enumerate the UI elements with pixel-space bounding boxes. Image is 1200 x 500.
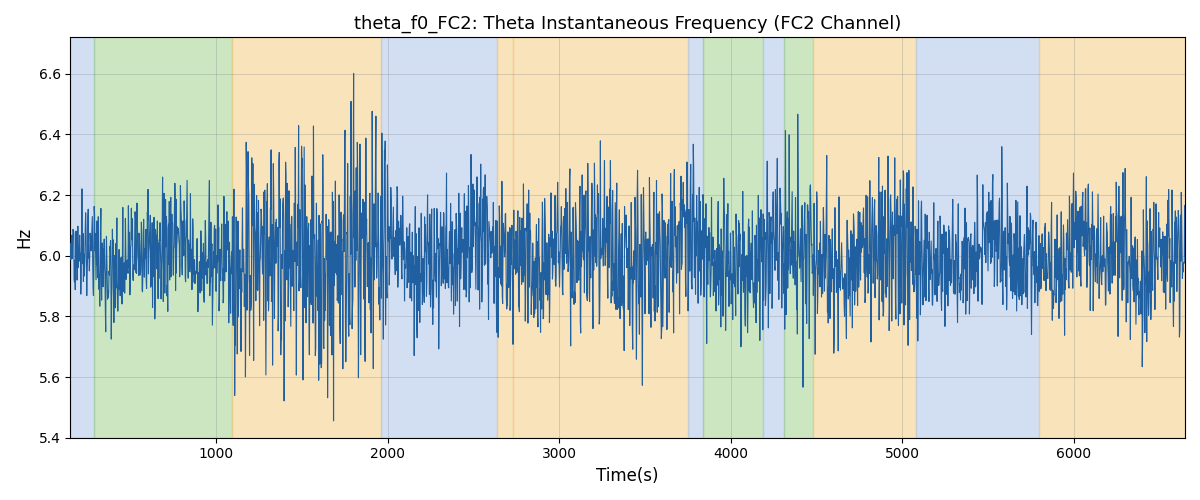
X-axis label: Time(s): Time(s) <box>596 467 659 485</box>
Bar <box>497 38 512 438</box>
Bar <box>812 38 916 438</box>
Bar <box>95 38 232 438</box>
Bar <box>763 38 784 438</box>
Bar <box>784 38 812 438</box>
Bar <box>688 38 703 438</box>
Title: theta_f0_FC2: Theta Instantaneous Frequency (FC2 Channel): theta_f0_FC2: Theta Instantaneous Freque… <box>354 15 901 34</box>
Y-axis label: Hz: Hz <box>14 227 32 248</box>
Bar <box>380 38 497 438</box>
Bar <box>512 38 688 438</box>
Bar <box>71 38 95 438</box>
Bar <box>703 38 763 438</box>
Bar <box>232 38 380 438</box>
Bar <box>1039 38 1186 438</box>
Bar <box>916 38 1039 438</box>
